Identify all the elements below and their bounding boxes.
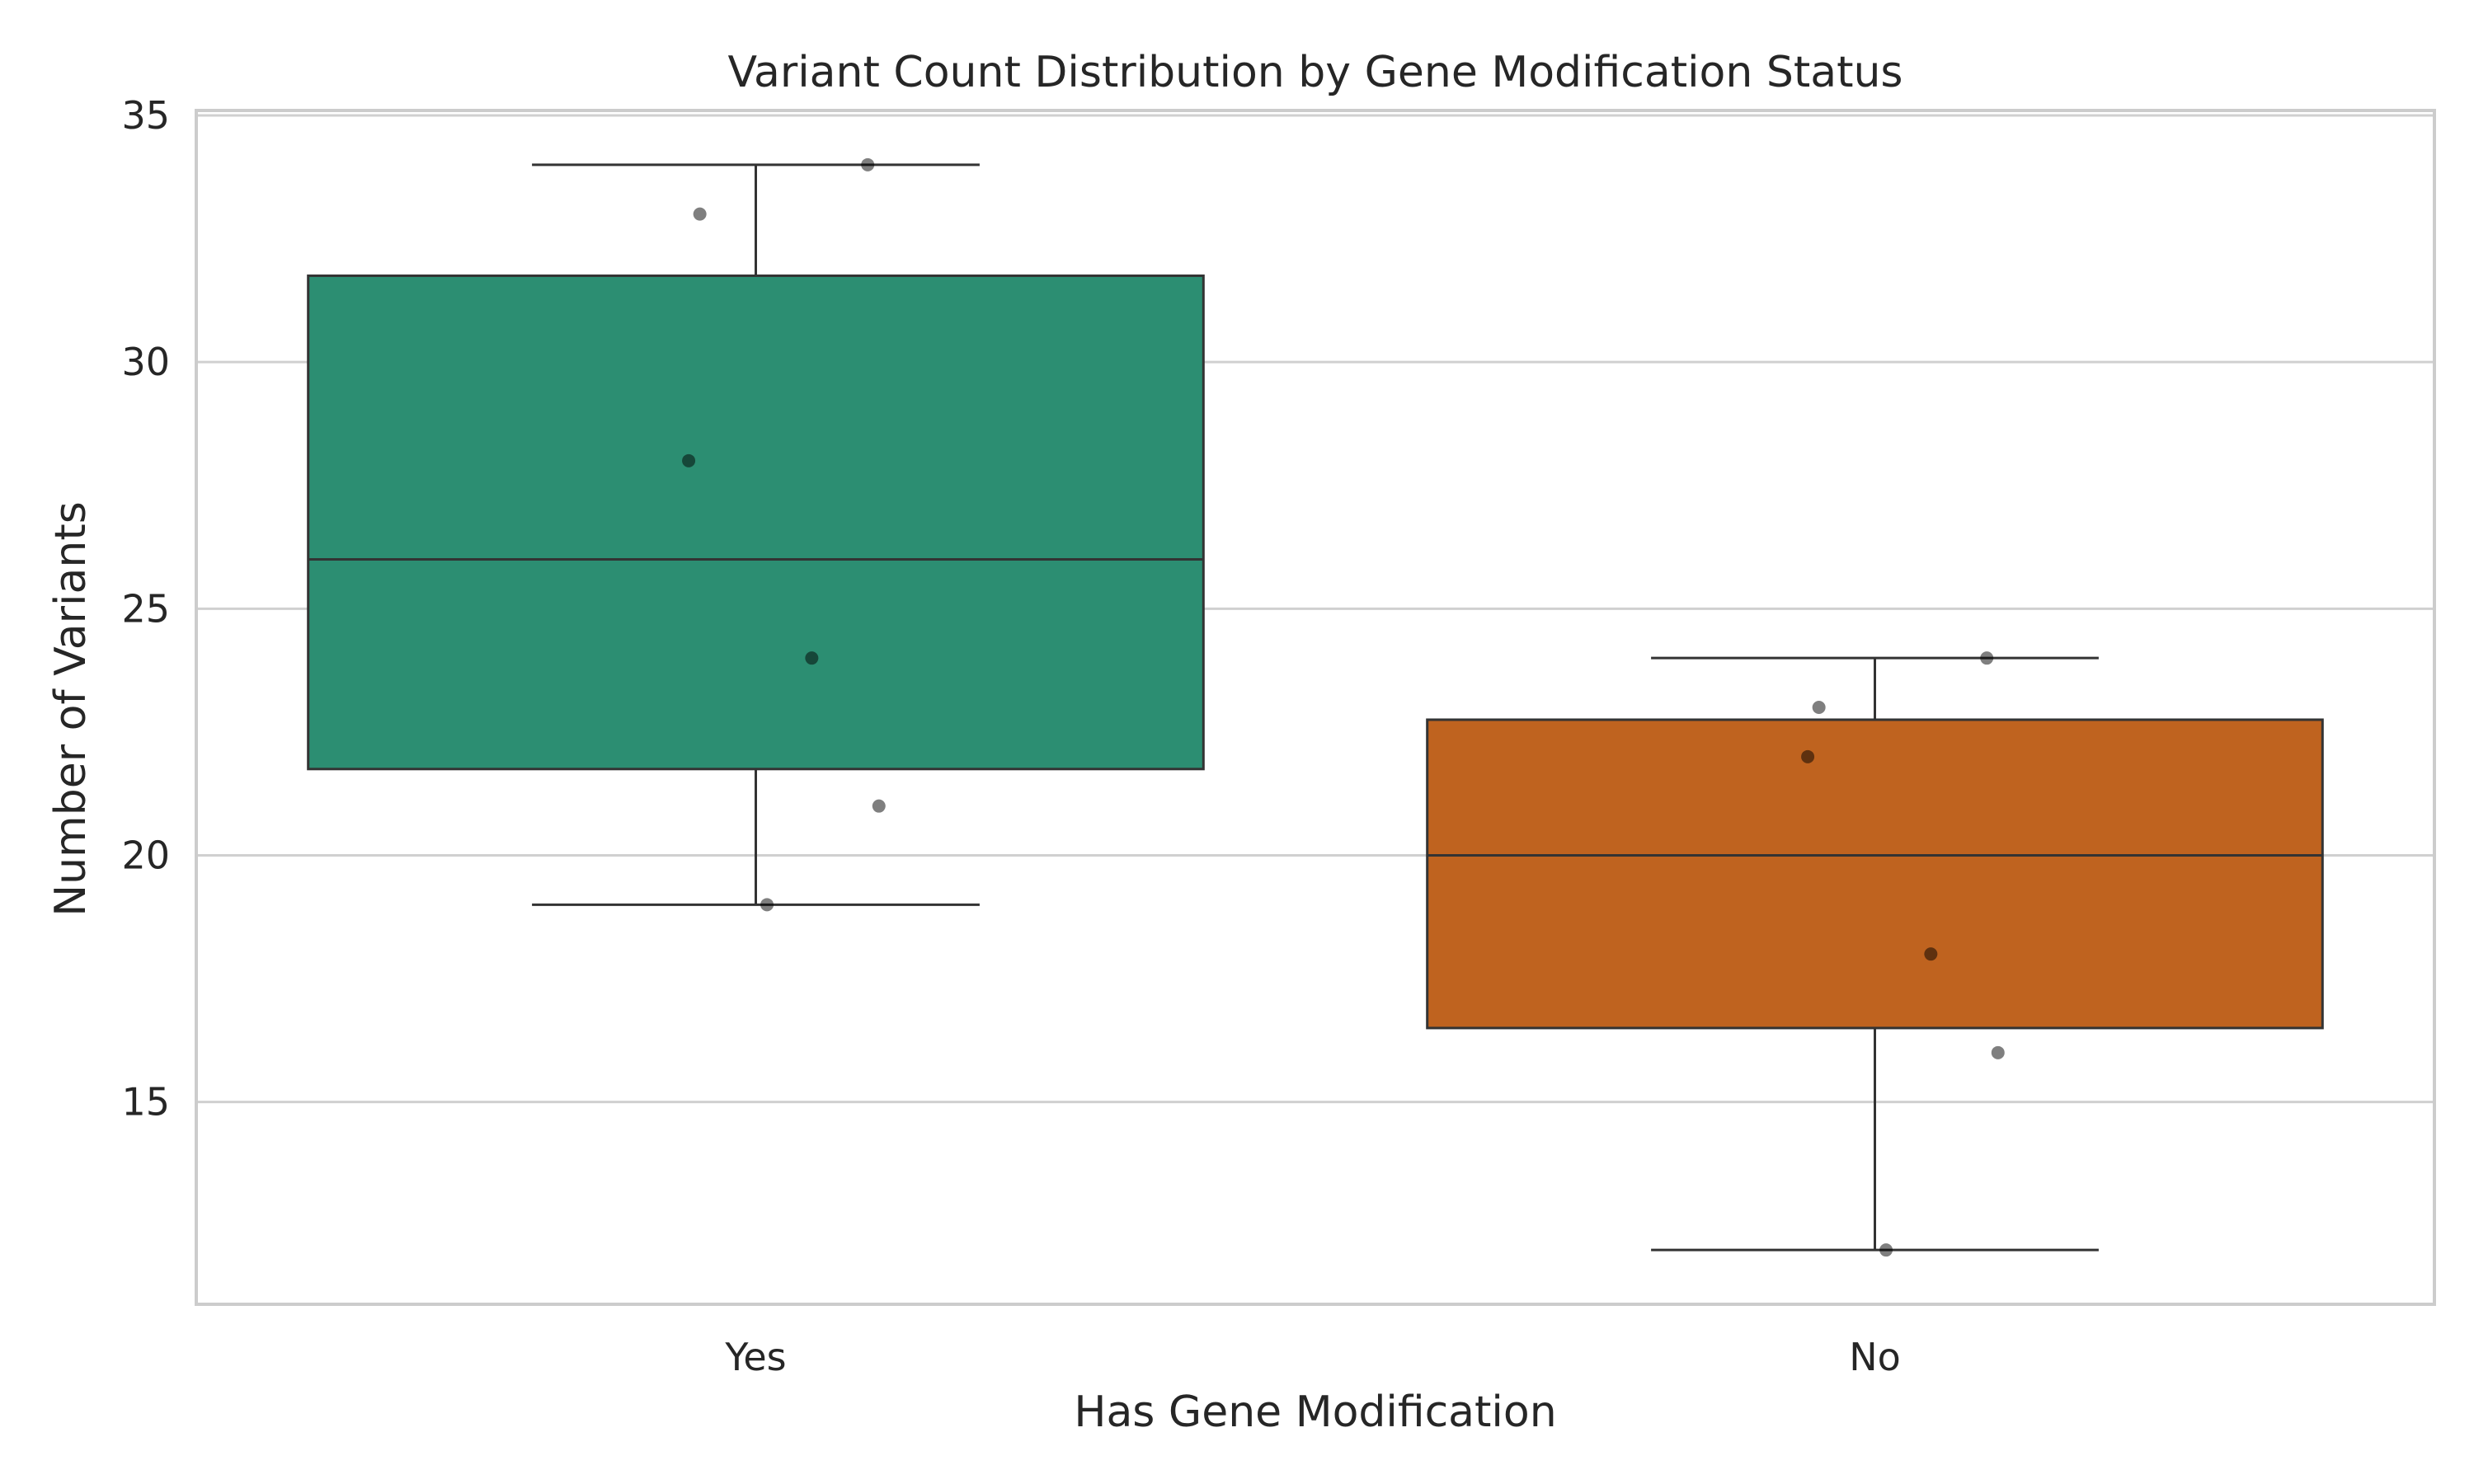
data-point	[1980, 651, 1994, 665]
data-point	[1812, 701, 1826, 714]
x-tick-label: Yes	[724, 1335, 786, 1379]
data-point	[1801, 749, 1815, 763]
y-axis-label: Number of Variants	[46, 501, 96, 917]
data-point	[1991, 1045, 2005, 1059]
box-iqr	[307, 274, 1205, 771]
y-tick-label: 15	[121, 1080, 170, 1125]
box-series	[307, 163, 2324, 1252]
box-group	[1426, 656, 2324, 1252]
box-iqr	[1426, 718, 2324, 1030]
plot-frame	[195, 109, 2436, 1306]
y-tick-label: 35	[121, 93, 170, 138]
data-point	[872, 799, 886, 813]
box-group	[307, 163, 1205, 906]
x-axis-ticks: Yes No	[724, 1335, 1900, 1379]
data-point	[805, 651, 819, 665]
data-point	[760, 898, 774, 912]
chart-title: Variant Count Distribution by Gene Modif…	[727, 48, 1903, 97]
y-tick-label: 25	[121, 586, 170, 631]
data-point	[861, 157, 875, 171]
data-point	[693, 207, 707, 221]
y-tick-label: 30	[121, 340, 170, 384]
data-point	[1879, 1243, 1893, 1257]
data-point	[1924, 947, 1938, 961]
y-tick-label: 20	[121, 834, 170, 878]
x-tick-label: No	[1849, 1335, 1901, 1379]
data-point	[682, 453, 696, 467]
y-axis-ticks: 15 20 25 30 35	[121, 93, 170, 1125]
data-points	[682, 157, 2005, 1257]
x-axis-label: Has Gene Modification	[1074, 1388, 1556, 1437]
